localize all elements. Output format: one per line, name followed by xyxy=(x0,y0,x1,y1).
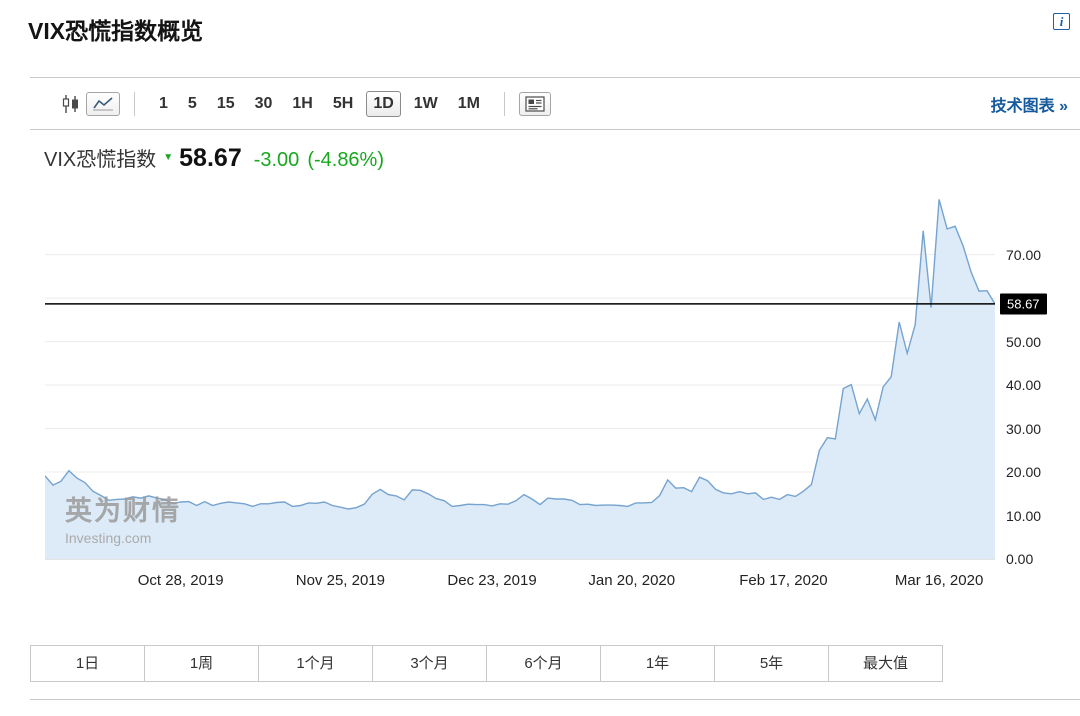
y-axis-label: 30.00 xyxy=(1006,420,1042,437)
chart-plot[interactable] xyxy=(44,185,996,560)
range-1个月[interactable]: 1个月 xyxy=(258,645,373,682)
price-change: -3.00 xyxy=(253,149,300,171)
price-change-percent: (-4.86%) xyxy=(307,149,385,171)
y-axis-label: 0.00 xyxy=(1006,551,1034,567)
interval-buttons: 1 5 15 30 1H 5H 1D 1W 1M xyxy=(149,90,490,117)
chart-toolbar: 1 5 15 30 1H 5H 1D 1W 1M 技术图表 » xyxy=(30,77,1080,130)
x-axis: Oct 28, 2019 Nov 25, 2019 Dec 23, 2019 Jan … xyxy=(45,572,995,594)
toolbar-separator xyxy=(504,91,505,116)
news-icon xyxy=(525,95,545,112)
toolbar-separator xyxy=(134,91,135,116)
interval-15[interactable]: 15 xyxy=(216,94,235,112)
page-title: VIX恐慌指数概览 xyxy=(28,18,204,44)
interval-5H[interactable]: 5H xyxy=(332,94,354,112)
range-3个月[interactable]: 3个月 xyxy=(372,645,487,682)
x-axis-label: Feb 17, 2020 xyxy=(739,572,828,589)
chart-widget: 1 5 15 30 1H 5H 1D 1W 1M 技术图表 » VIX恐慌指数 ▼ 58.67 … xyxy=(30,77,1080,700)
candlestick-icon xyxy=(62,94,78,113)
range-1年[interactable]: 1年 xyxy=(600,645,715,682)
instrument-name: VIX恐慌指数 xyxy=(44,149,157,171)
y-axis-label: 10.00 xyxy=(1006,507,1042,524)
y-axis-label: 40.00 xyxy=(1006,377,1042,394)
interval-30[interactable]: 30 xyxy=(254,94,273,112)
line-chart-icon xyxy=(93,96,113,110)
chart-area: 0.00 10.00 20.00 30.00 40.00 50.00 70.00 58.67 … xyxy=(30,185,1080,567)
range-1日[interactable]: 1日 xyxy=(30,645,145,682)
tech-chart-link[interactable]: 技术图表 » xyxy=(990,97,1068,115)
y-axis-label: 50.00 xyxy=(1006,333,1042,350)
y-axis-label: 20.00 xyxy=(1006,464,1042,481)
interval-1M[interactable]: 1M xyxy=(457,94,480,112)
x-axis-label: Nov 25, 2019 xyxy=(295,572,385,589)
x-axis-label: Dec 23, 2019 xyxy=(447,572,537,589)
y-axis: 0.00 10.00 20.00 30.00 40.00 50.00 70.00 58.67 xyxy=(1000,185,1080,567)
x-axis-label: Mar 16, 2020 xyxy=(894,572,984,589)
range-6个月[interactable]: 6个月 xyxy=(486,645,601,682)
range-5年[interactable]: 5年 xyxy=(714,645,829,682)
x-axis-label: Jan 20, 2020 xyxy=(588,572,676,589)
range-最大值[interactable]: 最大值 xyxy=(828,645,943,682)
quote-row: VIX恐慌指数 ▼ 58.67 -3.00 (-4.86%) xyxy=(44,143,392,173)
range-1周[interactable]: 1周 xyxy=(144,645,259,682)
line-chart-button[interactable] xyxy=(86,91,120,116)
last-price-tag: 58.67 xyxy=(1000,293,1047,315)
interval-1W[interactable]: 1W xyxy=(413,94,438,112)
interval-1H[interactable]: 1H xyxy=(292,94,313,112)
last-price: 58.67 xyxy=(179,144,242,172)
x-axis-label: Oct 28, 2019 xyxy=(137,572,224,589)
bottom-divider xyxy=(30,699,1080,700)
y-axis-label: 70.00 xyxy=(1006,246,1042,263)
range-buttons: 1日 1周 1个月 3个月 6个月 1年 5年 最大值 xyxy=(30,645,943,682)
interval-5[interactable]: 5 xyxy=(187,94,197,112)
interval-1[interactable]: 1 xyxy=(159,94,168,112)
candlestick-chart-button[interactable] xyxy=(56,91,86,117)
news-panel-button[interactable] xyxy=(519,91,551,116)
price-down-arrow-icon: ▼ xyxy=(163,152,174,163)
info-icon[interactable]: i xyxy=(1053,13,1070,30)
interval-1D[interactable]: 1D xyxy=(366,90,401,117)
